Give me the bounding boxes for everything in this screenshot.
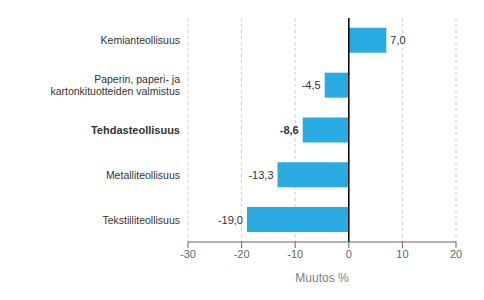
svg-text:-10: -10 bbox=[287, 248, 303, 260]
svg-text:-4,5: -4,5 bbox=[302, 79, 321, 91]
svg-text:Paperin, paperi- jakartonkituo: Paperin, paperi- jakartonkituotteiden va… bbox=[50, 73, 180, 97]
svg-text:-13,3: -13,3 bbox=[248, 169, 273, 181]
svg-text:Tehdasteollisuus: Tehdasteollisuus bbox=[91, 124, 180, 136]
svg-text:Muutos %: Muutos % bbox=[295, 271, 349, 285]
svg-text:-30: -30 bbox=[180, 248, 196, 260]
svg-text:20: 20 bbox=[450, 248, 462, 260]
svg-text:Metalliteollisuus: Metalliteollisuus bbox=[106, 169, 180, 181]
svg-text:Kemianteollisuus: Kemianteollisuus bbox=[101, 34, 180, 46]
svg-text:0: 0 bbox=[346, 248, 352, 260]
svg-text:-20: -20 bbox=[234, 248, 250, 260]
svg-text:-8,6: -8,6 bbox=[280, 124, 299, 136]
svg-text:-19,0: -19,0 bbox=[218, 214, 243, 226]
svg-text:7,0: 7,0 bbox=[390, 34, 405, 46]
svg-text:Tekstiiliteollisuus: Tekstiiliteollisuus bbox=[102, 214, 180, 226]
svg-text:10: 10 bbox=[396, 248, 408, 260]
